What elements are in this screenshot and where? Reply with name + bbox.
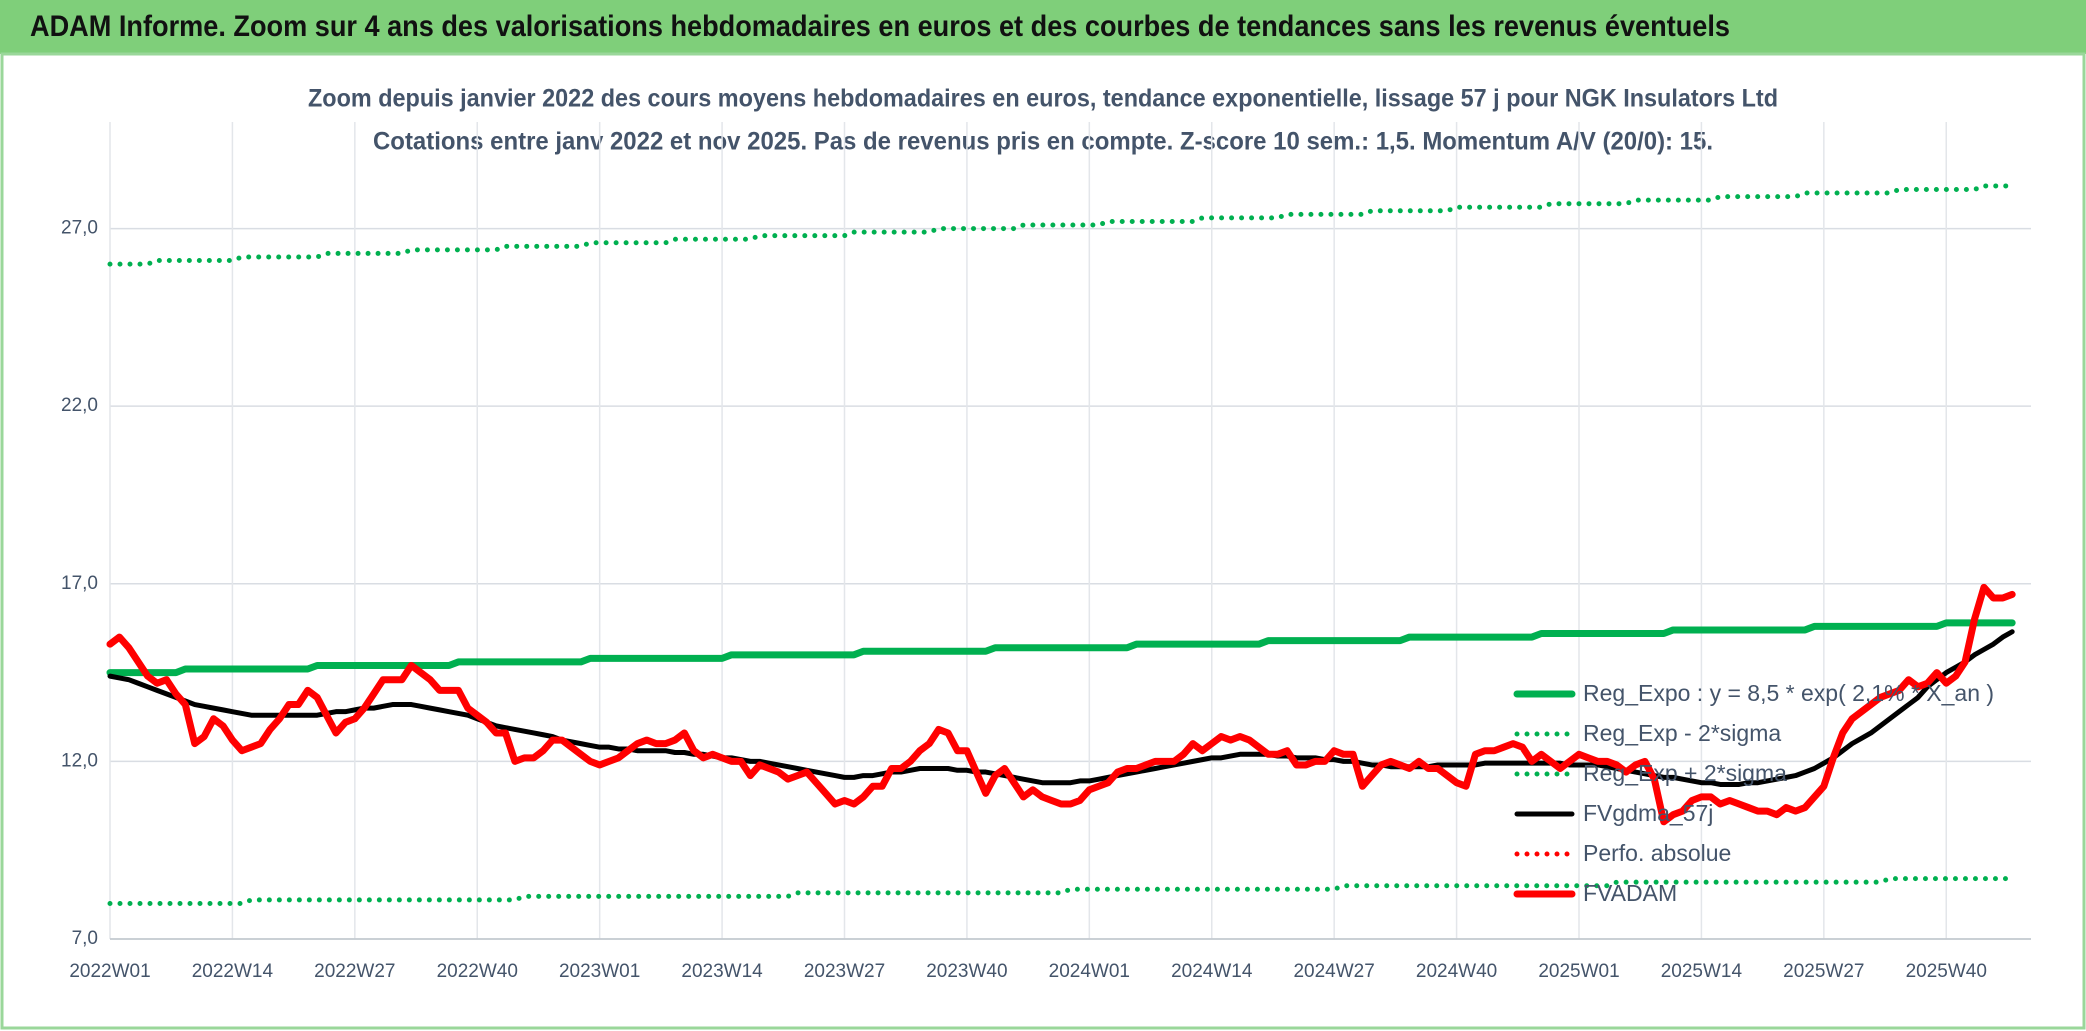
x-tick-label: 2024W27 <box>1293 961 1374 982</box>
chart-border <box>0 52 2086 1030</box>
legend-label: Reg_Exp + 2*sigma <box>1583 760 1787 786</box>
x-tick-label: 2024W01 <box>1049 961 1130 982</box>
y-tick-label: 22,0 <box>61 395 98 416</box>
chart-subtitle: Cotations entre janv 2022 et nov 2025. P… <box>373 128 1713 156</box>
legend-label: FVADAM <box>1583 880 1677 906</box>
x-tick-label: 2022W01 <box>69 961 150 982</box>
series-line <box>106 619 2016 677</box>
x-tick-label: 2023W27 <box>804 961 885 982</box>
x-tick-label: 2025W14 <box>1661 961 1743 982</box>
series-line <box>107 876 2015 906</box>
y-tick-label: 12,0 <box>61 750 98 771</box>
x-tick-label: 2022W40 <box>437 961 518 982</box>
y-tick-label: 27,0 <box>61 218 98 239</box>
series-line <box>106 583 2016 826</box>
chart-subtitle: Zoom depuis janvier 2022 des cours moyen… <box>308 85 1778 113</box>
x-tick-label: 2023W01 <box>559 961 640 982</box>
x-tick-label: 2023W40 <box>926 961 1007 982</box>
legend: Reg_Expo : y = 8,5 * exp( 2,1% * X_an ) R… <box>1513 680 1994 906</box>
x-tick-label: 2022W27 <box>314 961 395 982</box>
x-tick-label: 2024W40 <box>1416 961 1497 982</box>
legend-label: Reg_Expo : y = 8,5 * exp( 2,1% * X_an ) <box>1583 680 1994 706</box>
x-tick-label: 2022W14 <box>192 961 274 982</box>
legend-label: Reg_Exp - 2*sigma <box>1583 720 1781 746</box>
series-line <box>107 629 2015 787</box>
series-line <box>107 183 2015 267</box>
x-tick-label: 2025W27 <box>1783 961 1864 982</box>
chart-title: ADAM Informe. Zoom sur 4 ans des valoris… <box>30 10 1730 43</box>
legend-label: Perfo. absolue <box>1583 840 1731 866</box>
x-tick-label: 2024W14 <box>1171 961 1253 982</box>
x-tick-label: 2025W01 <box>1538 961 1619 982</box>
legend-label: FVgdma_57j <box>1583 800 1713 826</box>
x-tick-label: 2023W14 <box>681 961 763 982</box>
x-tick-label: 2025W40 <box>1906 961 1987 982</box>
plot <box>106 183 2016 906</box>
banner <box>0 0 2086 54</box>
grid: 7,0 12,0 17,0 22,0 27,0 2022W01 2022W14 2022W27… <box>61 122 2031 982</box>
y-tick-label: 17,0 <box>61 573 98 594</box>
y-tick-label: 7,0 <box>72 928 98 949</box>
